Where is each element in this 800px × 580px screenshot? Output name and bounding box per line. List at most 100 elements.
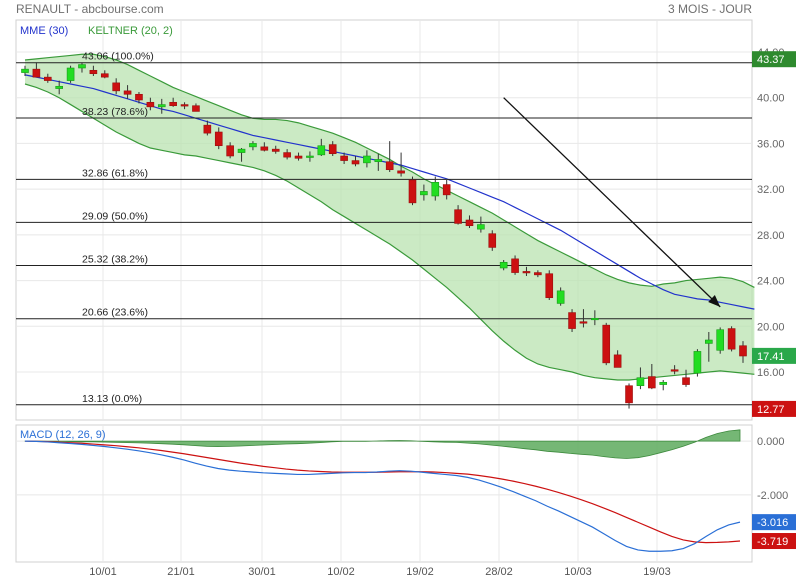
candle-body <box>294 155 303 159</box>
y-tick-label: 32.00 <box>757 184 785 196</box>
fibonacci-label: 43.06 (100.0%) <box>82 51 154 63</box>
candle-body <box>317 145 326 156</box>
x-tick-label: 30/01 <box>248 566 276 578</box>
candle-body <box>100 73 109 78</box>
candle-body <box>613 354 622 368</box>
trend-arrow-head <box>708 295 721 307</box>
candle-body <box>340 155 348 161</box>
fibonacci-label: 25.32 (38.2%) <box>82 253 148 265</box>
candle-body <box>283 152 291 158</box>
candle-body <box>556 290 565 304</box>
macd-line <box>24 440 741 552</box>
candle-body <box>112 82 120 92</box>
macd-histogram <box>24 429 741 459</box>
candle-body <box>511 258 519 273</box>
candle-body <box>157 104 166 108</box>
macd-y-tick-label: 0.000 <box>757 436 785 448</box>
candle-body <box>705 339 713 344</box>
x-tick-label: 21/01 <box>167 566 195 578</box>
candle-body <box>32 68 41 78</box>
candle-body <box>180 104 189 107</box>
header-period: 3 MOIS - JOUR <box>667 2 752 16</box>
x-tick-label: 10/02 <box>327 566 355 578</box>
candle-body <box>659 381 668 385</box>
x-tick-label: 28/02 <box>485 566 513 578</box>
candle-body <box>260 146 269 151</box>
keltner-lower-line <box>24 83 755 381</box>
candle-body <box>579 321 588 324</box>
y-tick-label: 36.00 <box>757 138 785 150</box>
current-price-badge-bg <box>752 51 796 68</box>
candle-body <box>477 224 485 230</box>
fibonacci-label: 38.23 (78.6%) <box>82 106 148 118</box>
fibonacci-label: 13.13 (0.0%) <box>82 393 142 405</box>
candle-body <box>499 261 508 269</box>
candle-body <box>454 209 462 224</box>
last-price-badge-bg <box>752 347 796 364</box>
low-price-badge-bg <box>752 400 796 417</box>
candle-body <box>374 159 383 163</box>
candle-body <box>271 148 280 152</box>
candle-body <box>716 329 725 351</box>
candle-body <box>78 64 86 69</box>
price-panel-frame <box>15 19 753 421</box>
candle-body <box>545 273 554 299</box>
candle-body <box>226 145 234 157</box>
candle-body <box>249 143 257 148</box>
candle-body <box>203 124 212 134</box>
macd-panel-frame <box>15 424 753 563</box>
candle-body <box>670 369 679 372</box>
candle-body <box>146 101 155 108</box>
candle-body <box>214 131 223 147</box>
legend-macd: MACD (12, 26, 9) <box>20 429 106 441</box>
fibonacci-label: 32.86 (61.8%) <box>82 167 148 179</box>
y-tick-label: 40.00 <box>757 93 785 105</box>
y-tick-label: 16.00 <box>757 367 785 379</box>
y-tick-label: 24.00 <box>757 276 785 288</box>
candle-body <box>591 317 599 321</box>
fibonacci-label: 20.66 (23.6%) <box>82 307 148 319</box>
signal-value-badge-bg <box>752 533 796 550</box>
candle-body <box>739 345 747 357</box>
candle-body <box>568 312 576 329</box>
candle-body <box>465 219 474 227</box>
macd-y-tick-label: -2.000 <box>757 490 788 502</box>
candle-body <box>55 85 63 89</box>
candle-body <box>43 76 52 81</box>
candle-body <box>602 324 611 364</box>
candle-body <box>488 233 497 248</box>
candle-body <box>431 181 440 197</box>
current-price-badge: 43.37 <box>757 54 785 66</box>
candle-body <box>636 377 645 387</box>
candle-body <box>693 351 702 374</box>
signal-value-badge: -3.719 <box>757 536 788 548</box>
candle-body <box>135 93 143 101</box>
candle-body <box>192 105 200 112</box>
candle-body <box>420 191 428 196</box>
candle-body <box>89 69 98 75</box>
x-tick-label: 10/01 <box>89 566 117 578</box>
y-tick-label: 28.00 <box>757 230 785 242</box>
candle-body <box>397 170 405 174</box>
y-tick-label: 20.00 <box>757 321 785 333</box>
candle-body <box>123 90 132 95</box>
candle-body <box>682 377 690 385</box>
x-tick-label: 19/02 <box>406 566 434 578</box>
trend-arrow-line <box>503 97 721 308</box>
candle-body <box>625 385 633 404</box>
candle-body <box>408 179 417 204</box>
legend-ema: MME (30) <box>20 25 68 37</box>
candle-body <box>306 155 314 158</box>
candle-body <box>385 161 394 171</box>
candle-body <box>534 272 542 276</box>
x-tick-label: 10/03 <box>564 566 592 578</box>
candle-body <box>648 376 656 389</box>
fibonacci-label: 29.09 (50.0%) <box>82 210 148 222</box>
candle-body <box>351 160 360 165</box>
candle-body <box>21 68 29 73</box>
macd-value-badge: -3.016 <box>757 517 788 529</box>
candle-body <box>328 144 337 155</box>
legend-keltner: KELTNER (20, 2) <box>88 25 173 37</box>
x-tick-label: 19/03 <box>643 566 671 578</box>
